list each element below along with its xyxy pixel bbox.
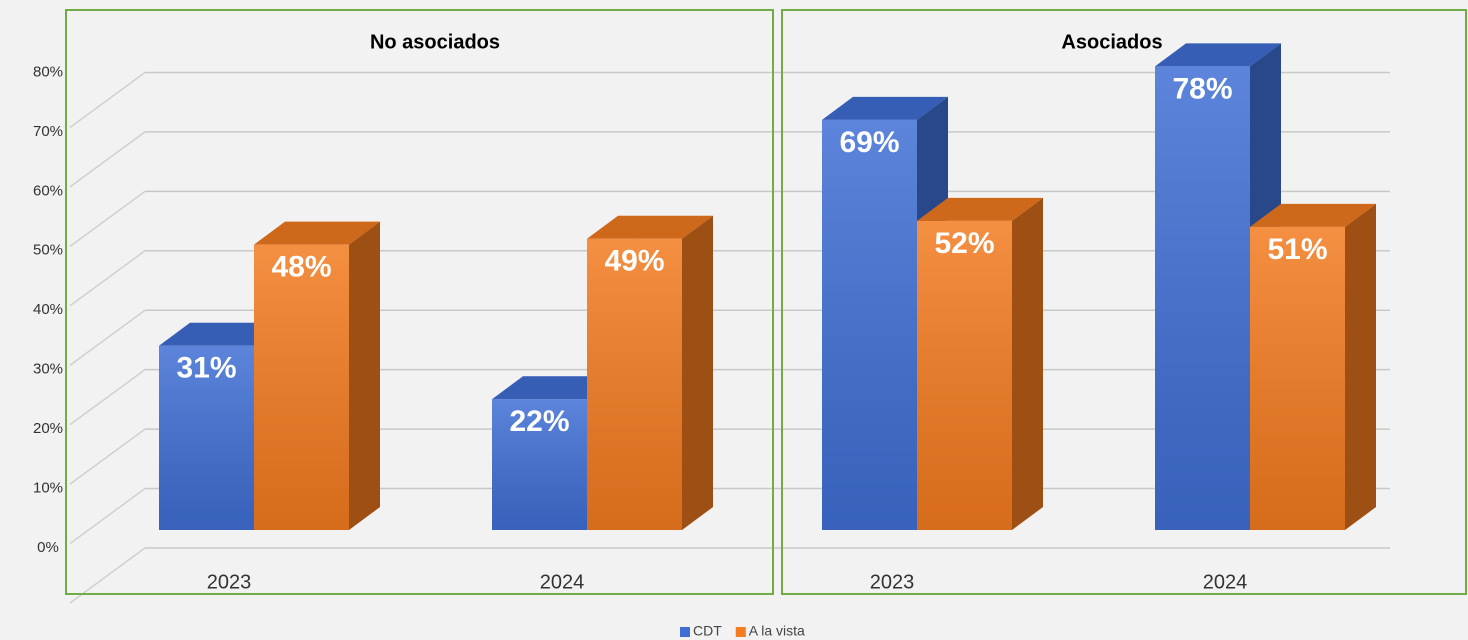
bar-shade bbox=[917, 220, 1012, 530]
bars: 31% 48% 22% 49% 69% 52% 78% 51% bbox=[159, 43, 1376, 531]
value-label: 52% bbox=[934, 227, 994, 260]
value-label: 31% bbox=[176, 352, 236, 385]
bar-top bbox=[159, 322, 285, 346]
grid-line-wall bbox=[69, 71, 146, 129]
bar-shade bbox=[159, 345, 254, 530]
x-tick-label: 2024 bbox=[1203, 571, 1248, 593]
bar-shade bbox=[254, 244, 349, 530]
grid-line-wall bbox=[69, 487, 146, 545]
grid-line-wall bbox=[69, 250, 146, 307]
y-tick-label: 0% bbox=[37, 539, 59, 556]
value-label: 22% bbox=[509, 405, 569, 438]
x-tick-label: 2024 bbox=[540, 571, 585, 593]
panel-title: Asociados bbox=[1061, 31, 1162, 53]
bar-top bbox=[492, 376, 618, 400]
y-tick-label: 20% bbox=[33, 420, 63, 437]
value-label: 51% bbox=[1267, 233, 1327, 266]
y-tick-label: 40% bbox=[33, 301, 63, 318]
x-tick-label: 2023 bbox=[870, 571, 915, 593]
bar-top bbox=[254, 221, 380, 245]
bar-top-shade bbox=[1250, 203, 1376, 227]
grid-line-wall bbox=[69, 309, 146, 366]
value-label: 49% bbox=[604, 245, 664, 278]
value-label: 78% bbox=[1172, 72, 1232, 105]
legend-label: A la vista bbox=[749, 623, 805, 639]
y-tick-label: 50% bbox=[33, 242, 63, 259]
y-tick-label: 70% bbox=[33, 123, 63, 140]
y-tick-label: 30% bbox=[33, 361, 63, 378]
bar-side-shade bbox=[349, 221, 380, 530]
bar-top bbox=[1250, 203, 1376, 227]
bar-shade bbox=[587, 238, 682, 530]
bar-side-shade bbox=[682, 215, 713, 530]
bar-top bbox=[1155, 43, 1281, 67]
value-label: 69% bbox=[839, 126, 899, 159]
panel-frame bbox=[781, 9, 1467, 595]
bar-top-shade bbox=[822, 96, 948, 120]
legend-swatch bbox=[735, 627, 746, 637]
x-tick-label: 2023 bbox=[207, 571, 252, 593]
grid-line-wall bbox=[69, 190, 146, 247]
bar-top bbox=[587, 215, 713, 239]
bar-side bbox=[1012, 197, 1043, 530]
panel-frame bbox=[65, 9, 774, 595]
panel-title: No asociados bbox=[370, 31, 500, 53]
legend-swatch bbox=[680, 627, 690, 637]
grid-line-wall bbox=[69, 131, 146, 188]
bar-side bbox=[1345, 203, 1376, 531]
legend-label: CDT bbox=[693, 623, 722, 639]
bar-side bbox=[349, 221, 380, 530]
bar-top bbox=[822, 96, 948, 120]
bar-top-shade bbox=[587, 215, 713, 239]
bar-shade bbox=[492, 399, 587, 530]
bar-shade bbox=[822, 119, 917, 530]
bar-top bbox=[917, 197, 1043, 221]
y-tick-label: 80% bbox=[33, 63, 63, 80]
bar-top-shade bbox=[917, 197, 1043, 221]
value-label: 48% bbox=[271, 251, 331, 284]
grid-line-wall bbox=[69, 428, 146, 485]
bar-top-shade bbox=[1155, 43, 1281, 67]
bar-side-shade bbox=[1012, 197, 1043, 530]
bar-top-shade bbox=[492, 376, 618, 400]
bar-side-shade bbox=[1345, 203, 1376, 531]
bar-top-shade bbox=[159, 322, 285, 346]
grid-line-wall bbox=[69, 369, 146, 426]
bar-shade bbox=[1155, 66, 1250, 530]
bar-side bbox=[682, 215, 713, 530]
bar-top-shade bbox=[254, 221, 380, 245]
bar-shade bbox=[1250, 226, 1345, 531]
y-tick-label: 60% bbox=[33, 182, 63, 199]
y-tick-label: 10% bbox=[33, 480, 63, 497]
